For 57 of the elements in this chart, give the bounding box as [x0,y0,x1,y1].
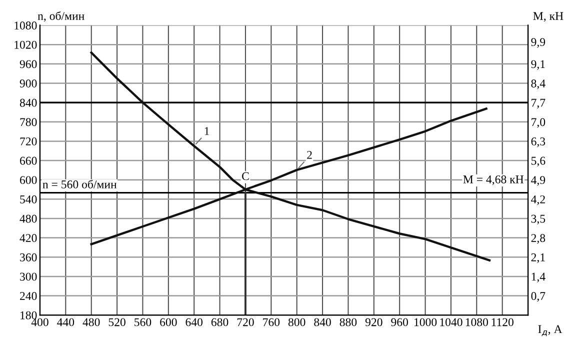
x-tick-label: 400 [31,318,48,326]
x-tick-label: 760 [263,318,280,326]
x-tick-label: 680 [211,318,228,326]
x-tick-label: 1120 [492,318,514,326]
y-tick-label: 180 [20,311,37,320]
x-tick-label: 720 [237,318,254,326]
y2-tick-label: 9,9 [531,38,546,48]
y-tick-label: 960 [20,60,37,68]
x-tick-label: 800 [288,318,306,326]
y2-tick-label: 0,7 [531,292,546,302]
x-tick-label: 480 [82,318,100,326]
x-tick-label: 440 [57,318,74,326]
annotation: C [242,172,249,180]
y2-axis-title: M, кН [533,12,564,22]
y2-tick-label: 9,1 [531,60,545,70]
x-tick-label: 920 [365,318,382,326]
x-tick-label: 1080 [466,318,488,326]
x-tick-label: 520 [108,318,126,326]
ref-line-label: n = 560 об/мин [42,180,117,188]
x-tick-label: 1040 [440,318,462,326]
series-label: 2 [307,150,312,159]
y-tick-label: 1020 [14,40,37,49]
y2-tick-label: 7,7 [532,98,546,108]
y-tick-label: 660 [20,156,37,165]
y2-tick-label: 2,1 [531,253,545,264]
y2-tick-label: 1,4 [532,272,546,282]
x-tick-label: 880 [340,318,357,326]
x-tick-label: 560 [134,318,152,326]
y-tick-label: 360 [20,253,37,262]
y2-tick-label: 2,8 [531,234,546,244]
y-tick-label: 480 [20,214,37,223]
y-tick-label: 300 [20,272,37,281]
y-tick-label: 720 [20,137,37,146]
x-tick-label: 1000 [414,318,437,326]
y-tick-label: 600 [20,176,37,184]
y-axis-title: n, об/мин [38,11,84,22]
x-axis-title: I$_{д}$, A [538,325,562,336]
y-tick-label: 240 [20,292,37,300]
y2-tick-label: 4,2 [531,195,545,206]
y2-tick-label: 4,9 [531,176,546,186]
y2-tick-label: 7,0 [532,118,546,128]
y-tick-label: 1080 [14,22,37,30]
y2-tick-label: 8,4 [531,79,546,90]
x-tick-label: 640 [186,318,203,326]
y2-tick-label: 5,6 [531,156,546,166]
x-tick-label: 840 [314,318,331,326]
x-tick-label: 960 [391,318,408,326]
y-tick-label: 420 [20,234,37,242]
y-tick-label: 780 [20,118,37,126]
annotation: M = 4,68 кН [463,175,524,186]
y-tick-label: 900 [20,79,37,88]
x-tick-label: 600 [160,318,177,326]
series-label: 1 [204,127,210,135]
y2-tick-label: 6,3 [531,137,546,148]
y-tick-label: 540 [20,195,37,204]
y-tick-label: 840 [20,98,37,107]
y2-tick-label: 3,5 [531,214,546,224]
